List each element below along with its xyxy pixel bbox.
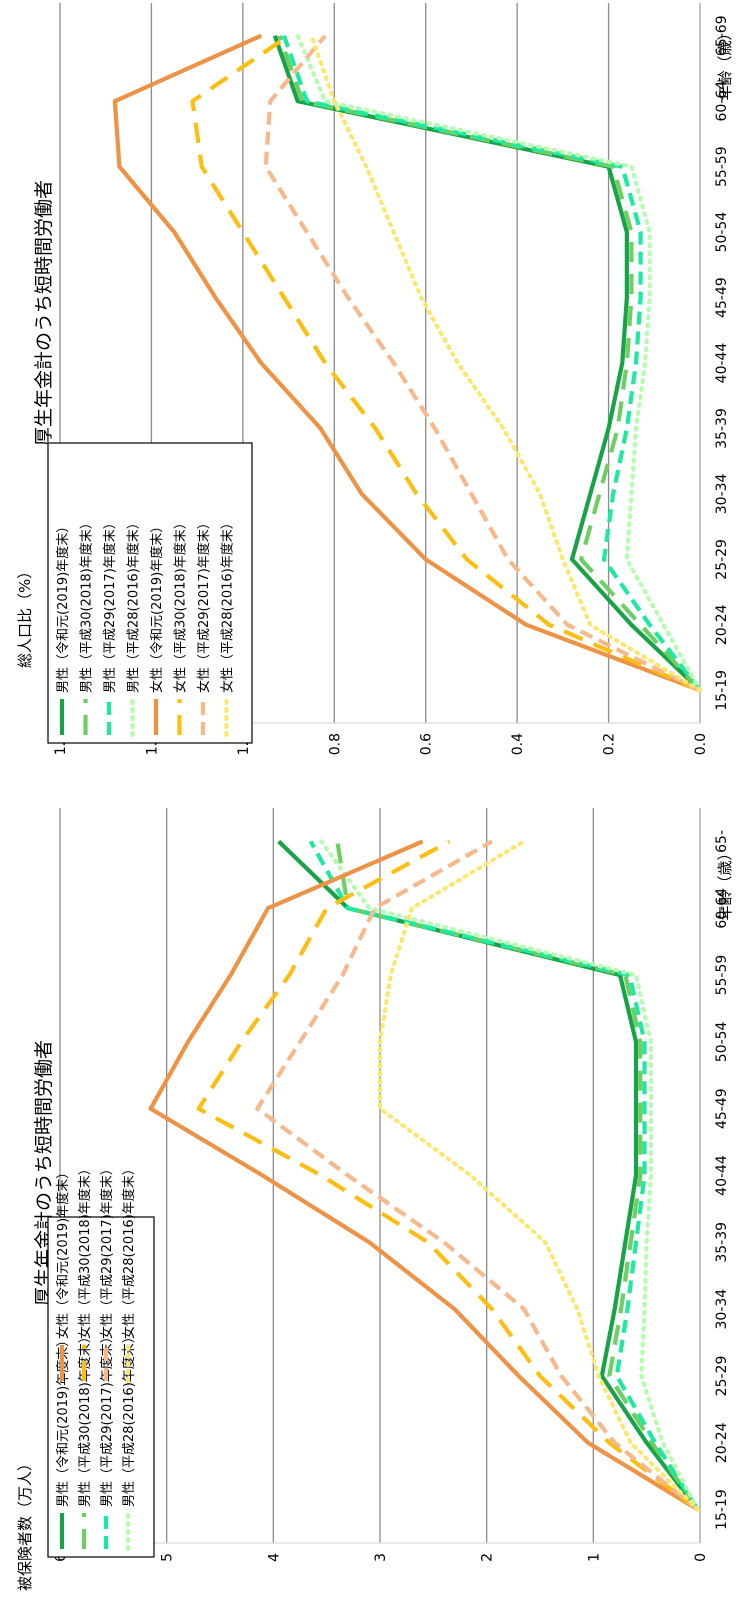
x-tick-label: 30-34 bbox=[714, 473, 730, 514]
x-tick-label: 30-34 bbox=[714, 1289, 730, 1330]
x-tick-label: 55-59 bbox=[714, 955, 730, 996]
x-tick-label: 25-29 bbox=[714, 539, 730, 580]
chart-2-x-ticks: 15-19 20-24 25-29 30-34 35-39 40-44 45-49 50-54… bbox=[714, 15, 730, 710]
legend-label: 男性（平成29(2017)年度末） bbox=[102, 516, 118, 693]
legend-label: 女性（平成29(2017)年度末） bbox=[196, 516, 212, 693]
chart-1-gridlines bbox=[59, 808, 701, 1544]
x-tick-label: 35-39 bbox=[714, 408, 730, 449]
x-tick-label: 55-59 bbox=[714, 146, 730, 187]
chart-1-insured-count: 被保険者数（万人） 厚生年金計のうち短時間労働者 0123456 15-1920… bbox=[16, 808, 734, 1591]
y-tick-label: 0.6 bbox=[419, 733, 435, 755]
legend-label: 男性（平成30(2018)年度末） bbox=[79, 516, 95, 693]
x-tick-label: 50-54 bbox=[714, 212, 730, 253]
series-line bbox=[309, 33, 703, 693]
legend-label: 女性（令和元(2019)年度末） bbox=[149, 520, 165, 693]
legend-label: 女性（平成30(2018)年度末） bbox=[77, 1162, 93, 1339]
x-tick-label: 35-39 bbox=[714, 1222, 730, 1263]
y-tick-label: 0.2 bbox=[602, 733, 618, 755]
x-tick-label: 15-19 bbox=[714, 670, 730, 711]
x-tick-label: 40-44 bbox=[714, 1155, 730, 1196]
y-tick-label: 2 bbox=[480, 1553, 496, 1562]
chart-1-ylabel: 被保険者数（万人） bbox=[16, 1456, 34, 1591]
y-tick-label: 1 bbox=[586, 1553, 602, 1562]
legend-label: 女性（平成29(2017)年度末） bbox=[99, 1162, 115, 1339]
legend-box bbox=[47, 1216, 155, 1558]
legend-label: 男性（平成30(2018)年度末） bbox=[77, 1330, 93, 1507]
series-line bbox=[196, 839, 700, 1512]
chart-2-ylabel: 総人口比（%） bbox=[16, 564, 34, 668]
legend-label: 男性（平成28(2016)年度末） bbox=[121, 1330, 137, 1507]
y-tick-label: 0 bbox=[693, 1553, 709, 1562]
y-tick-label: 5 bbox=[160, 1553, 176, 1562]
legend-label: 男性（平成29(2017)年度末） bbox=[99, 1330, 115, 1507]
series-line bbox=[295, 33, 703, 693]
chart-2-series bbox=[112, 33, 703, 693]
y-tick-label: 0.0 bbox=[693, 733, 709, 755]
legend-label: 男性（令和元(2019)年度末） bbox=[55, 1334, 71, 1507]
y-tick-label: 3 bbox=[373, 1553, 389, 1562]
x-tick-label: 60-64 bbox=[714, 888, 730, 929]
y-tick-label: 0.4 bbox=[510, 733, 526, 755]
x-tick-label: 20-24 bbox=[714, 604, 730, 645]
x-tick-label: 25-29 bbox=[714, 1356, 730, 1397]
x-tick-label: 20-24 bbox=[714, 1422, 730, 1463]
chart-2-title: 厚生年金計のうち短時間労働者 bbox=[33, 180, 55, 446]
series-line bbox=[377, 839, 700, 1512]
chart-2-population-ratio: 総人口比（%） 厚生年金計のうち短時間労働者 0.00.20.40.60.81.… bbox=[16, 3, 734, 755]
y-tick-label: 0.8 bbox=[327, 733, 343, 755]
series-line bbox=[277, 35, 702, 692]
legend-label: 女性（平成28(2016)年度末） bbox=[121, 1162, 137, 1339]
series-line bbox=[190, 33, 701, 693]
chart-1-x-ticks: 15-19 20-24 25-29 30-34 35-39 40-44 45-49 50-54… bbox=[714, 830, 730, 1530]
series-line bbox=[335, 841, 700, 1511]
x-tick-label: 15-19 bbox=[714, 1489, 730, 1530]
x-tick-label: 65-69 bbox=[714, 15, 730, 56]
legend-label: 女性（平成28(2016)年度末） bbox=[220, 516, 236, 693]
x-tick-label: 45-49 bbox=[714, 277, 730, 318]
legend-box bbox=[47, 442, 253, 744]
x-tick-label: 45-49 bbox=[714, 1088, 730, 1129]
series-line bbox=[282, 35, 702, 692]
chart-1-xlabel: 年齢（歳） bbox=[716, 845, 734, 920]
x-tick-label: 40-44 bbox=[714, 343, 730, 384]
legend-label: 女性（令和元(2019)年度末） bbox=[55, 1166, 71, 1339]
series-line bbox=[308, 840, 700, 1511]
chart-1-legend: 男性（令和元(2019)年度末） 男性（平成30(2018)年度末） 男性（平成29… bbox=[47, 1162, 155, 1558]
chart-2-legend: 男性（令和元(2019)年度末） 男性（平成30(2018)年度末） 男性（平成29… bbox=[47, 442, 253, 744]
chart-1-series bbox=[148, 839, 700, 1512]
legend-label: 男性（平成28(2016)年度末） bbox=[126, 516, 142, 693]
legend-label: 女性（平成30(2018)年度末） bbox=[173, 516, 189, 693]
x-tick-label: 50-54 bbox=[714, 1021, 730, 1062]
legend-label: 男性（令和元(2019)年度末） bbox=[55, 520, 71, 693]
x-tick-label: 65- bbox=[714, 830, 730, 853]
chart-2-xlabel: 年齢（歳） bbox=[716, 25, 734, 100]
x-tick-label: 60-64 bbox=[714, 81, 730, 122]
y-tick-label: 4 bbox=[266, 1553, 282, 1562]
